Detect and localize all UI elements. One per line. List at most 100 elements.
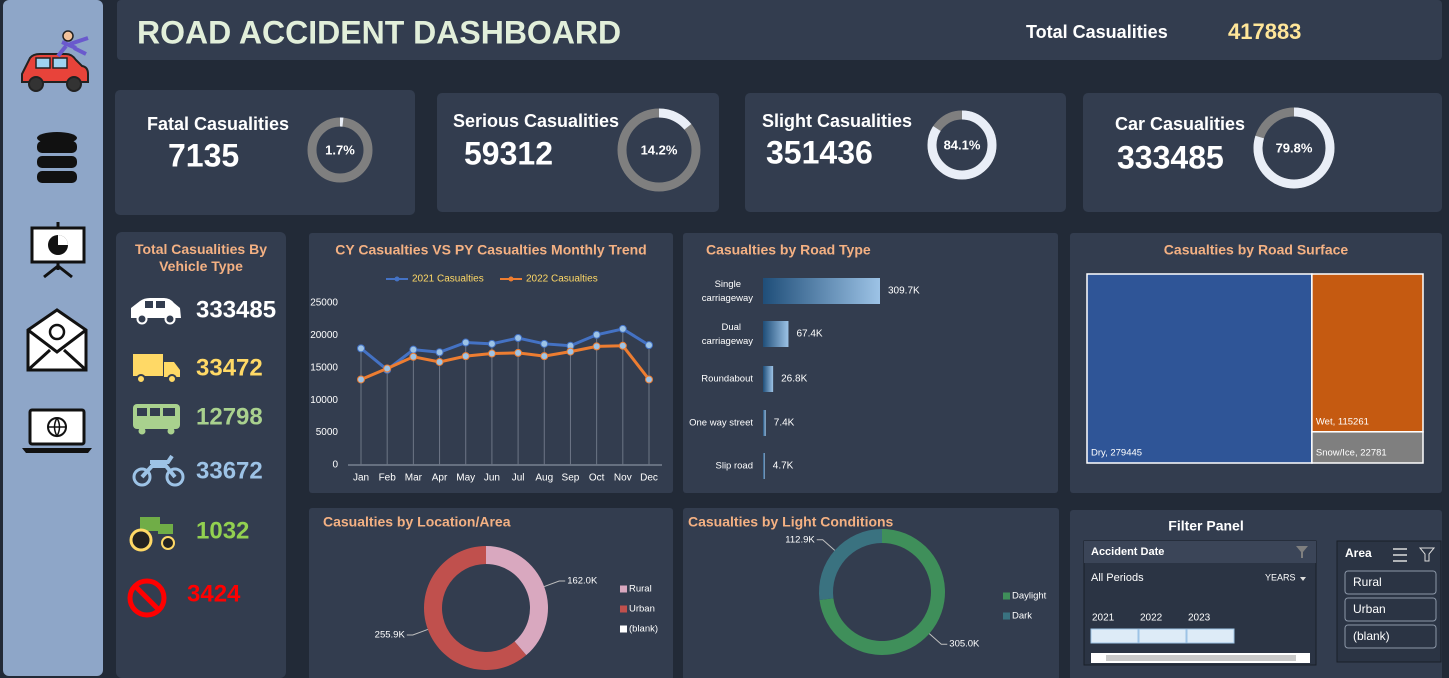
value-label: 7.4K [774,418,795,429]
truck-icon-part [133,354,163,376]
dropdown-arrow[interactable] [1300,577,1306,581]
sidebar-database-icon-part[interactable] [37,141,77,153]
donut-segment [486,546,548,656]
slicer-item[interactable] [1344,597,1437,622]
kpi-ring-arc [927,110,997,180]
slicer-item[interactable] [1344,624,1437,649]
category-label-line: Single [715,279,741,290]
legend-label: Urban [629,604,655,615]
sidebar-database-icon-part[interactable] [37,156,77,168]
leader-line [928,633,948,645]
data-point [540,352,549,361]
kpi-ring-arc [1253,107,1335,189]
y-tick-label: 10000 [310,395,338,406]
sidebar-car-icon-part[interactable] [62,30,74,42]
data-point [357,375,365,384]
sidebar-mail-icon[interactable] [26,308,88,372]
sidebar-car-icon-part[interactable] [28,76,44,92]
year-bar[interactable] [1186,628,1235,644]
sidebar-laptop-icon-part[interactable] [48,417,66,438]
sidebar-presentation-icon-part[interactable] [43,222,73,279]
value-label: 4.7K [773,461,794,472]
y-tick-label: 15000 [310,362,338,373]
vehicle-value: 1032 [196,517,249,544]
sidebar-car-icon-part[interactable] [66,76,82,92]
kpi-label: Car Casualities [1115,114,1245,134]
clear-filter-icon[interactable] [1296,546,1308,558]
chart-title: Casualties by Location/Area [323,514,511,530]
donut-segment [423,546,527,671]
bus-icon-part [167,427,175,435]
tractor-icon-part [140,517,160,531]
y-tick-label: 0 [332,460,338,471]
car-icon [131,298,181,325]
data-point [566,347,575,356]
scrollbar-thumb[interactable] [1106,655,1296,661]
date-slicer-header [1084,541,1316,563]
sidebar-car-icon-part[interactable] [52,57,68,69]
legend-marker [508,276,514,282]
value-label: 255.9K [375,629,406,640]
value-label: 112.9K [785,534,815,545]
sidebar-presentation-icon-part[interactable] [58,235,68,245]
leader-line [544,580,566,588]
x-tick-label: Dec [640,473,658,484]
value-label: 305.0K [949,639,980,650]
category-label: Dual carriageway [702,322,753,347]
multiselect-icon[interactable] [1393,548,1407,562]
sidebar-car-icon-part[interactable] [56,36,89,58]
value-label: 26.8K [781,374,807,385]
sidebar-laptop-icon[interactable] [22,408,92,453]
sidebar-database-icon[interactable] [37,132,77,183]
sidebar-mail-icon-part[interactable] [48,323,66,341]
data-point [357,344,365,353]
tile-label: Snow/Ice, 22781 [1316,448,1387,459]
sidebar-laptop-icon-part[interactable] [22,448,92,453]
kpi-label: Serious Casualities [453,111,619,131]
sidebar-database-icon-part[interactable] [37,171,77,183]
kpi-value: 351436 [766,134,873,170]
category-label-line: carriageway [702,293,753,304]
slicer-item[interactable] [1344,570,1437,595]
value-label: 67.4K [796,329,822,340]
x-tick-label: Aug [535,473,553,484]
chart-title: Casualties by Light Conditions [688,514,894,530]
chart-card [309,508,673,678]
year-label: 2022 [1140,613,1163,624]
data-point [435,357,444,366]
chart-title: CY Casualties VS PY Casualties Monthly T… [335,242,646,258]
kpi-percent: 84.1% [944,137,981,152]
kpi-percent: 79.8% [1276,140,1313,155]
slicer-item-label[interactable]: (blank) [1353,629,1390,643]
leader-line [816,539,836,551]
kpi-ring-arc [307,117,373,183]
donut-segment [819,529,882,600]
sidebar-car-icon-part[interactable] [35,57,51,69]
legend-label: 2021 Casualties [412,274,484,285]
sidebar-car-icon[interactable] [21,30,89,92]
legend-swatch [1003,592,1010,600]
year-bar[interactable] [1138,628,1187,644]
year-label: 2021 [1092,613,1115,624]
slicer-item-label[interactable]: Rural [1353,575,1382,589]
other-icon [127,578,167,618]
value-label: 309.7K [888,286,920,297]
slicer-item-label[interactable]: Urban [1353,602,1386,616]
year-label: 2023 [1188,613,1211,624]
motorbike-icon-part [165,467,185,487]
data-point [618,341,627,350]
motorbike-icon-part [132,467,152,487]
total-value: 417883 [1228,19,1301,44]
sidebar-mail-icon-part[interactable] [26,328,88,372]
bar [763,410,766,436]
legend-label: Dark [1012,611,1032,622]
vehicle-value: 333485 [196,296,276,323]
x-tick-label: Sep [562,473,580,484]
sidebar-presentation-icon[interactable] [30,222,86,279]
car-icon-part [145,301,153,308]
year-bar[interactable] [1090,628,1139,644]
vehicle-value: 33472 [196,354,263,381]
clear-filter-icon[interactable] [1418,547,1436,562]
bus-icon-part [138,427,146,435]
vehicle-value: 33672 [196,457,263,484]
